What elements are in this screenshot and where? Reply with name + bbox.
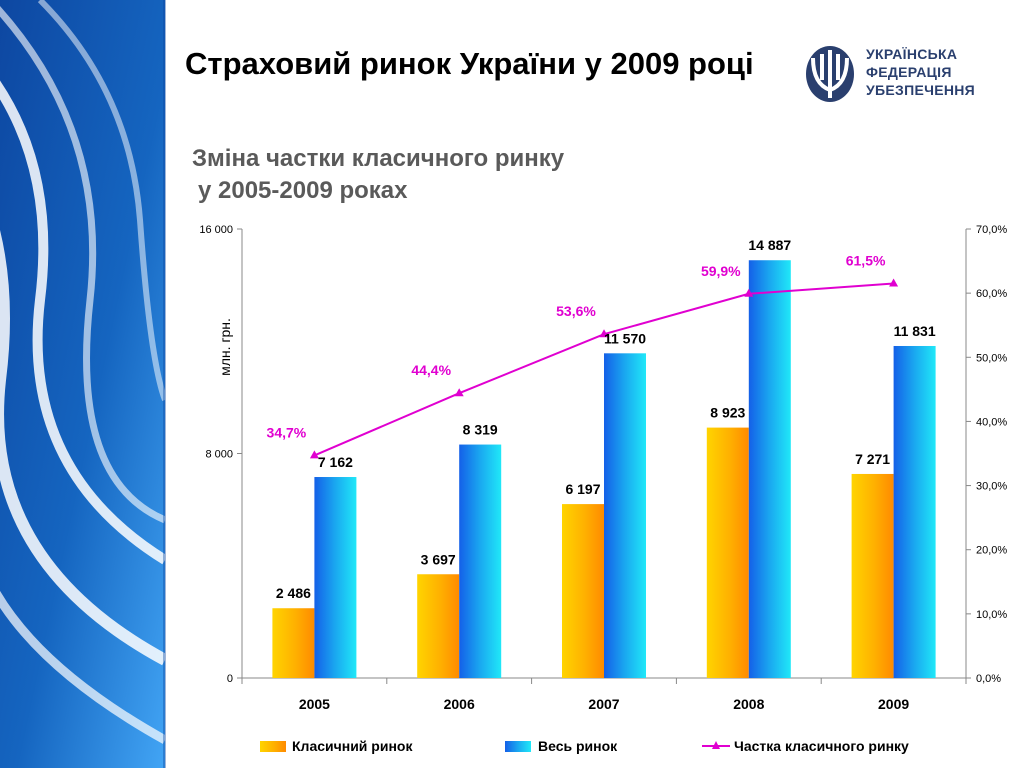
right-tick-label: 40,0% <box>976 416 1007 428</box>
right-tick-label: 70,0% <box>976 224 1007 236</box>
legend-label-classic: Класичний ринок <box>292 738 413 754</box>
bar-classic-market <box>562 504 604 678</box>
legend-swatch-share-marker <box>712 741 720 749</box>
bar-classic-market <box>272 608 315 678</box>
y-axis-label: млн. грн. <box>217 318 233 376</box>
classic-value-label: 7 271 <box>855 451 890 467</box>
subtitle-line-2: у 2005-2009 роках <box>198 177 408 204</box>
share-value-label: 44,4% <box>411 362 451 378</box>
right-tick-label: 30,0% <box>976 481 1007 493</box>
total-value-label: 8 319 <box>463 422 498 438</box>
chart-labels: 2 486 7 162 3 697 8 319 6 197 11 570 8 923 14 8… <box>267 237 936 601</box>
chart-legend: Класичний ринок Весь ринок Частка класично… <box>260 738 909 754</box>
logo-line-3: УБЕЗПЕЧЕННЯ <box>866 82 976 98</box>
left-tick-label: 16 000 <box>199 224 233 236</box>
category-label: 2005 <box>299 696 330 712</box>
logo-line-1: УКРАЇНСЬКА <box>866 46 958 62</box>
right-tick-label: 60,0% <box>976 288 1007 300</box>
right-tick-label: 0,0% <box>976 673 1001 685</box>
category-label: 2006 <box>444 696 475 712</box>
bar-classic-market <box>706 427 749 678</box>
subtitle-line-1: Зміна частки класичного ринку <box>192 145 565 172</box>
bar-total-market <box>314 477 357 678</box>
left-tick-label: 0 <box>227 673 233 685</box>
chart-axes: 0 8 000 16 000 0,0% 10,0% 20,0% 30,0% 40,0% 50,0… <box>199 224 1007 712</box>
legend-label-share: Частка класичного ринку <box>734 738 909 754</box>
legend-swatch-classic <box>260 741 286 752</box>
classic-value-label: 3 697 <box>421 551 456 567</box>
bar-classic-market <box>851 473 894 678</box>
share-point-marker <box>889 278 899 287</box>
left-tick-label: 8 000 <box>205 449 233 461</box>
page-title: Страховий ринок України у 2009 році <box>185 46 754 81</box>
right-tick-label: 50,0% <box>976 352 1007 364</box>
share-value-label: 34,7% <box>267 424 307 440</box>
share-line-series <box>309 278 899 459</box>
bar-total-market <box>459 444 502 678</box>
classic-value-label: 2 486 <box>276 585 311 601</box>
share-point-marker <box>744 288 754 297</box>
chart-bars <box>272 260 936 678</box>
total-value-label: 14 887 <box>748 237 791 253</box>
share-value-label: 61,5% <box>846 253 886 269</box>
total-value-label: 11 570 <box>604 330 646 346</box>
legend-swatch-total <box>505 741 531 752</box>
share-point-marker <box>599 329 609 338</box>
category-label: 2009 <box>878 696 909 712</box>
bar-total-market <box>748 260 791 678</box>
total-value-label: 11 831 <box>894 323 936 339</box>
trident-shield-icon <box>806 46 854 102</box>
chart-subtitle: Зміна частки класичного ринку у 2005-200… <box>192 143 662 207</box>
bar-classic-market <box>417 574 460 678</box>
background-stripes <box>0 0 180 768</box>
bar-total-market <box>893 345 936 678</box>
share-point-marker <box>454 388 464 397</box>
logo-text: УКРАЇНСЬКА ФЕДЕРАЦІЯ УБЕЗПЕЧЕННЯ <box>866 45 975 99</box>
bar-total-market <box>604 353 646 678</box>
logo-line-2: ФЕДЕРАЦІЯ <box>866 64 952 80</box>
share-point-marker <box>309 450 319 459</box>
classic-value-label: 6 197 <box>565 481 600 497</box>
legend-label-total: Весь ринок <box>538 738 618 754</box>
category-label: 2007 <box>588 696 619 712</box>
share-value-label: 53,6% <box>556 303 596 319</box>
classic-value-label: 8 923 <box>710 405 745 421</box>
right-tick-label: 10,0% <box>976 609 1007 621</box>
right-tick-label: 20,0% <box>976 545 1007 557</box>
category-label: 2008 <box>733 696 764 712</box>
share-value-label: 59,9% <box>701 263 741 279</box>
total-value-label: 7 162 <box>318 454 353 470</box>
